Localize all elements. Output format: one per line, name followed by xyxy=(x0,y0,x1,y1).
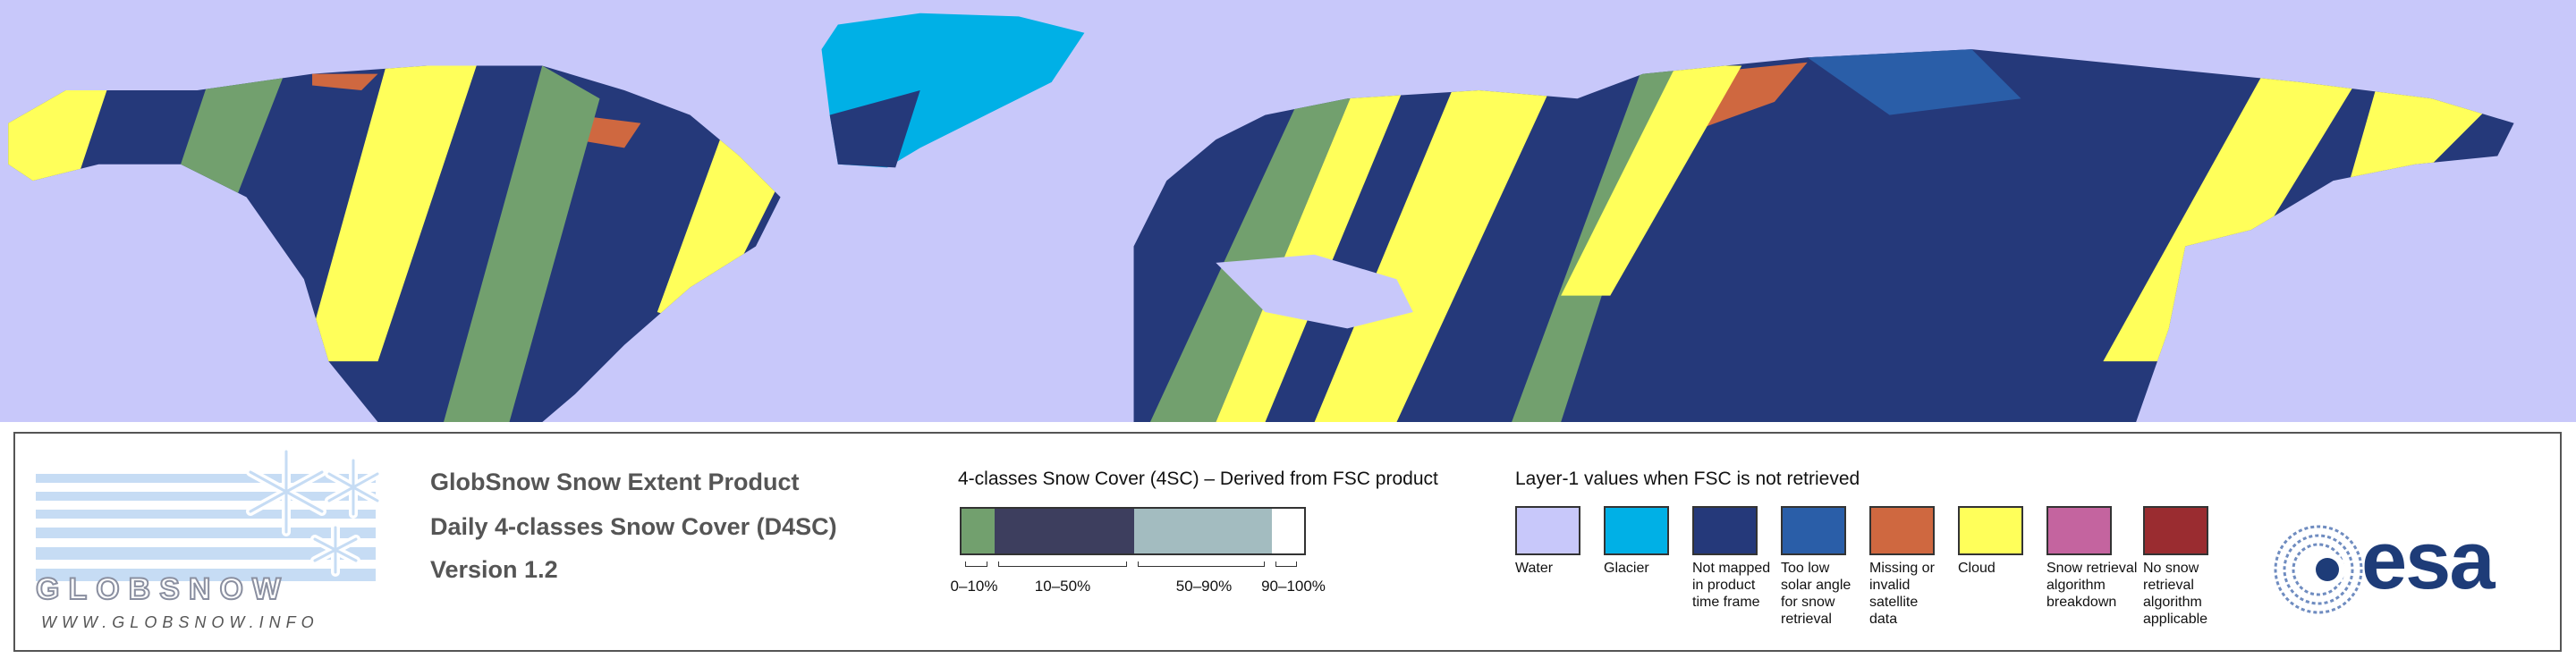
scale-bracket xyxy=(998,561,1127,567)
esa-logo-mark xyxy=(2274,525,2363,614)
scale-segment xyxy=(995,509,1134,553)
product-title: GlobSnow Snow Extent Product xyxy=(430,469,800,495)
logo-name: GLOBSNOW xyxy=(35,571,290,607)
scale-label: 0–10% xyxy=(950,578,998,595)
swatch xyxy=(1869,506,1935,555)
swatch xyxy=(2046,506,2112,555)
product-version: Version 1.2 xyxy=(430,556,558,583)
scale-segment xyxy=(1134,509,1272,553)
esa-logo-text: esa xyxy=(2361,515,2495,606)
swaths xyxy=(8,65,2514,422)
globsnow-logo xyxy=(36,447,382,581)
swatch xyxy=(1958,506,2023,555)
swatch-label: Cloud xyxy=(1958,561,1996,576)
scale-label: 10–50% xyxy=(1034,578,1091,595)
scale-bracket xyxy=(965,561,987,567)
scale-bracket xyxy=(1138,561,1265,567)
swatch-label: Missing or invalid satellite data xyxy=(1869,561,1935,627)
swatch-label: Snow retrieval algorithm breakdown xyxy=(2046,561,2138,610)
swatch xyxy=(1515,506,1580,555)
swatch-label: Water xyxy=(1515,561,1554,576)
map xyxy=(0,0,2576,422)
swatch xyxy=(2143,506,2208,555)
swatch-label: Too low solar angle for snow retrieval xyxy=(1781,561,1852,627)
sea xyxy=(1216,254,1413,329)
swatch xyxy=(1604,506,1669,555)
swatch-label: No snow retrieval algorithm applicable xyxy=(2143,561,2208,627)
swatch xyxy=(1781,506,1846,555)
legend-panel xyxy=(13,432,2562,652)
scale-label: 90–100% xyxy=(1261,578,1326,595)
swatch-label: Glacier xyxy=(1604,561,1649,576)
swatch xyxy=(1692,506,1758,555)
product-subtitle: Daily 4-classes Snow Cover (D4SC) xyxy=(430,513,837,540)
swatch-label: Not mapped in product time frame xyxy=(1692,561,1771,610)
scale-segment xyxy=(1272,509,1304,553)
scale-bracket xyxy=(1275,561,1297,567)
scale-bar xyxy=(960,507,1306,555)
layer1-title: Layer-1 values when FSC is not retrieved xyxy=(1515,469,1860,489)
scale-title: 4-classes Snow Cover (4SC) – Derived fro… xyxy=(958,469,1438,489)
scale-segment xyxy=(962,509,995,553)
logo-url: WWW.GLOBSNOW.INFO xyxy=(41,613,319,631)
scale-label: 50–90% xyxy=(1175,578,1233,595)
